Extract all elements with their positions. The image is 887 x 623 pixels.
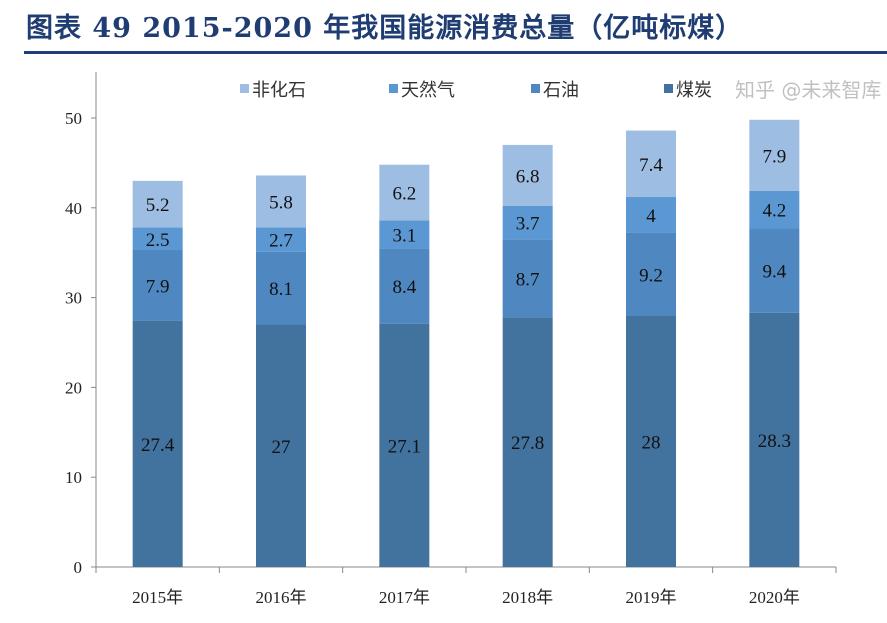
x-tick-label: 2015年	[132, 588, 183, 607]
bar-segment-石油	[502, 239, 553, 318]
bar-segment-煤炭	[626, 315, 676, 567]
data-label: 28	[642, 432, 661, 453]
data-label: 27.1	[388, 436, 421, 457]
data-label: 5.8	[269, 193, 293, 214]
data-label: 7.4	[639, 155, 663, 176]
bar-segment-天然气	[132, 227, 183, 251]
legend-label: 非化石	[252, 80, 306, 101]
bar-segment-天然气	[379, 220, 430, 249]
bar-segment-非化石	[132, 180, 183, 228]
legend-swatch	[664, 84, 673, 93]
bar-segment-天然气	[749, 190, 800, 229]
y-tick-label: 10	[65, 468, 82, 487]
data-label: 2.5	[146, 230, 170, 251]
data-label: 5.2	[146, 195, 170, 216]
legend-swatch	[240, 84, 249, 93]
data-label: 6.8	[516, 166, 540, 187]
legend-swatch	[389, 84, 398, 93]
bar-segment-非化石	[626, 130, 676, 198]
bar-segment-石油	[256, 251, 306, 325]
bar-segment-非化石	[502, 144, 553, 207]
bar-segment-非化石	[749, 119, 800, 191]
x-tick-label: 2017年	[379, 588, 430, 607]
y-tick-label: 0	[74, 558, 83, 577]
data-label: 3.1	[392, 225, 416, 246]
bar-segment-煤炭	[379, 323, 430, 567]
bar-segment-煤炭	[749, 312, 800, 567]
chart-title: 图表 49 2015-2020 年我国能源消费总量（亿吨标煤）	[26, 13, 744, 44]
bar-segment-石油	[132, 250, 183, 321]
data-label: 8.4	[392, 277, 416, 298]
x-tick-label: 2018年	[502, 588, 553, 607]
legend-label: 天然气	[401, 80, 455, 101]
data-label: 9.4	[762, 262, 786, 283]
data-label: 7.9	[762, 146, 786, 167]
bar-segment-石油	[749, 228, 800, 313]
y-tick-label: 20	[65, 378, 82, 397]
data-label: 27.4	[141, 435, 175, 456]
bar-segment-石油	[379, 248, 430, 324]
bar-segment-煤炭	[256, 324, 306, 567]
bar-segment-非化石	[379, 164, 430, 221]
legend-label: 石油	[543, 80, 579, 101]
bar-segment-天然气	[502, 206, 553, 240]
data-label: 8.7	[516, 269, 540, 290]
x-tick-label: 2016年	[256, 588, 307, 607]
data-label: 27	[272, 437, 291, 458]
data-label: 6.2	[392, 184, 416, 205]
data-label: 4	[646, 206, 656, 227]
y-tick-label: 40	[65, 199, 82, 218]
y-tick-label: 30	[65, 289, 82, 308]
data-label: 3.7	[516, 214, 540, 235]
watermark: 知乎 @未来智库	[735, 78, 882, 102]
y-tick-label: 50	[65, 109, 82, 128]
bar-segment-天然气	[256, 227, 306, 252]
data-label: 28.3	[758, 431, 791, 452]
data-label: 8.1	[269, 279, 293, 300]
data-label: 4.2	[762, 201, 786, 222]
data-label: 7.9	[146, 276, 170, 297]
bar-segment-非化石	[256, 175, 306, 228]
bar-segment-煤炭	[502, 317, 553, 567]
bar-segment-石油	[626, 232, 676, 316]
bar-segment-煤炭	[132, 320, 183, 567]
data-label: 27.8	[511, 433, 544, 454]
x-tick-label: 2020年	[749, 588, 800, 607]
bar-segment-天然气	[626, 197, 676, 233]
data-label: 9.2	[639, 265, 663, 286]
legend-label: 煤炭	[676, 80, 712, 101]
legend-swatch	[531, 84, 540, 93]
data-label: 2.7	[269, 231, 293, 252]
x-tick-label: 2019年	[626, 588, 677, 607]
title-underline	[24, 51, 887, 54]
